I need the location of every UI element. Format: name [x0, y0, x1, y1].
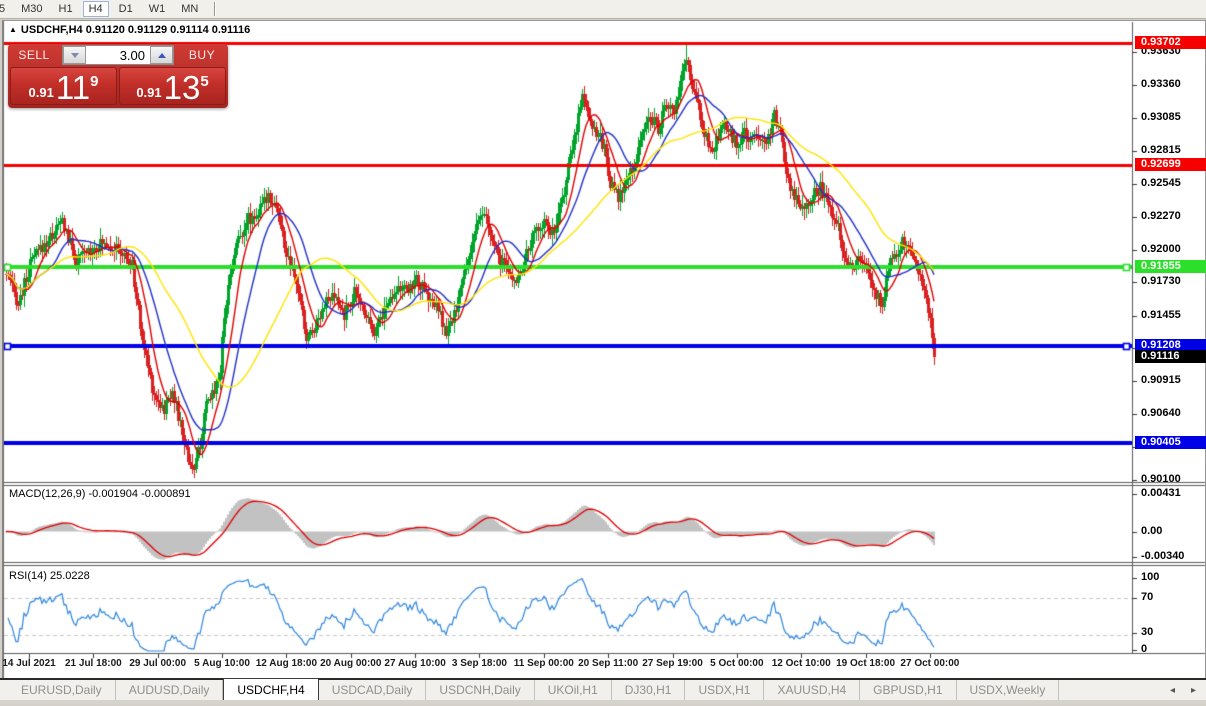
macd-indicator-label: MACD(12,26,9) -0.001904 -0.000891 [9, 488, 191, 500]
sell-button[interactable]: SELL [18, 48, 50, 62]
time-axis-label: 20 Aug 00:00 [320, 658, 382, 669]
chart-tab-ukoil-h1[interactable]: UKOil,H1 [535, 680, 612, 700]
price-axis-tick: 0.92270 [1141, 209, 1181, 222]
rsi-axis-tick: 30 [1141, 626, 1154, 638]
time-axis-label: 27 Oct 00:00 [900, 658, 960, 669]
time-axis-label: 5 Oct 00:00 [710, 658, 764, 669]
one-click-trading-panel: SELL 3.00 BUY 0.91 11 9 0.91 13 5 [8, 44, 228, 108]
macd-axis-tick: -0.00340 [1141, 550, 1185, 562]
collapse-objects-icon[interactable]: ▲ [9, 25, 17, 34]
volume-input[interactable]: 3.00 [86, 46, 150, 64]
price-level-chip: 0.93702 [1135, 36, 1206, 50]
volume-decrease-button[interactable] [63, 46, 86, 64]
macd-axis-tick: 0.00 [1141, 525, 1163, 537]
chart-tab-audusd-daily[interactable]: AUDUSD,Daily [116, 680, 224, 700]
price-axis-tick: 0.90640 [1141, 407, 1181, 420]
buy-price-point: 5 [200, 73, 209, 90]
chart-tab-usdcad-daily[interactable]: USDCAD,Daily [319, 680, 427, 700]
price-axis-tick: 0.92545 [1141, 176, 1181, 189]
volume-increase-button[interactable] [150, 46, 173, 64]
price-axis-tick: 0.90915 [1141, 374, 1181, 387]
chart-title: ▲ USDCHF,H4 0.91120 0.91129 0.91114 0.911… [9, 24, 250, 36]
time-axis-label: 27 Sep 19:00 [642, 658, 703, 669]
time-axis-label: 12 Aug 18:00 [255, 658, 318, 669]
time-axis-label: 19 Oct 18:00 [836, 658, 896, 669]
chart-tab-xauusd-h4[interactable]: XAUUSD,H4 [764, 680, 861, 700]
sell-price-button[interactable]: 0.91 11 9 [10, 67, 117, 105]
chart-tab-usdx-weekly[interactable]: USDX,Weekly [957, 680, 1060, 700]
current-price-chip: 0.91116 [1135, 349, 1206, 363]
price-axis-tick: 0.91455 [1141, 308, 1181, 321]
macd-axis-tick: 0.00431 [1141, 487, 1181, 499]
price-axis-tick: 0.91730 [1141, 275, 1181, 288]
sell-price-prefix: 0.91 [28, 85, 54, 100]
chart-tab-usdchf-h4[interactable]: USDCHF,H4 [223, 678, 319, 700]
price-axis-tick: 0.90100 [1141, 472, 1181, 485]
time-axis-label: 29 Jul 00:00 [129, 658, 187, 669]
chart-tab-usdcnh-daily[interactable]: USDCNH,Daily [426, 680, 535, 700]
rsi-axis-tick: 100 [1141, 571, 1160, 583]
time-axis-label: 21 Jul 18:00 [64, 658, 122, 669]
chart-tab-gbpusd-h1[interactable]: GBPUSD,H1 [860, 680, 957, 700]
price-level-chip: 0.90405 [1135, 435, 1206, 449]
rsi-axis-tick: 0 [1141, 643, 1148, 655]
time-axis-label: 20 Sep 11:00 [578, 658, 639, 669]
chart-ohlc-values: 0.91120 0.91129 0.91114 0.91116 [85, 24, 251, 36]
buy-price-prefix: 0.91 [136, 85, 162, 100]
time-axis-label: 3 Sep 18:00 [451, 658, 507, 669]
sell-price-pips: 11 [55, 69, 91, 106]
buy-price-pips: 13 [163, 69, 201, 106]
chart-tab-dj30-h1[interactable]: DJ30,H1 [612, 680, 686, 700]
chart-symbol-label: USDCHF,H4 [20, 24, 83, 36]
time-axis-label: 11 Sep 00:00 [513, 658, 574, 669]
arrow-up-icon [157, 52, 166, 58]
sell-price-point: 9 [90, 73, 99, 90]
chart-tab-eurusd-daily[interactable]: EURUSD,Daily [8, 680, 116, 700]
price-axis-tick: 0.93360 [1141, 77, 1181, 90]
time-axis-label: 27 Aug 10:00 [384, 658, 446, 669]
chart-tab-bar: EURUSD,Daily AUDUSD,Daily USDCHF,H4 USDCAD,… [0, 678, 1206, 700]
tab-scroll-left-icon[interactable]: ◂ [1169, 684, 1175, 696]
time-axis-label: 5 Aug 10:00 [194, 658, 250, 669]
rsi-axis-tick: 70 [1141, 591, 1154, 603]
tab-scroll-right-icon[interactable]: ▸ [1190, 684, 1196, 696]
arrow-down-icon [70, 52, 79, 58]
price-axis-tick: 0.92815 [1141, 143, 1181, 156]
buy-price-button[interactable]: 0.91 13 5 [119, 67, 226, 105]
buy-button[interactable]: BUY [188, 48, 216, 62]
time-axis-label: 12 Oct 10:00 [771, 658, 831, 669]
rsi-indicator-label: RSI(14) 25.0228 [9, 570, 90, 582]
price-axis-tick: 0.92000 [1141, 242, 1181, 255]
price-level-chip: 0.91208 [1135, 338, 1206, 352]
time-axis-label: 14 Jul 2021 [2, 658, 56, 669]
bottom-strip [0, 700, 1206, 705]
price-axis-tick: 0.93085 [1141, 111, 1181, 124]
price-level-chip: 0.91855 [1135, 260, 1206, 274]
price-level-chip: 0.92699 [1135, 157, 1206, 171]
chart-tab-usdx-h1[interactable]: USDX,H1 [685, 680, 765, 700]
volume-stepper: 3.00 [62, 45, 174, 65]
tab-scroll-arrows: ◂ ▸ [1170, 680, 1206, 700]
